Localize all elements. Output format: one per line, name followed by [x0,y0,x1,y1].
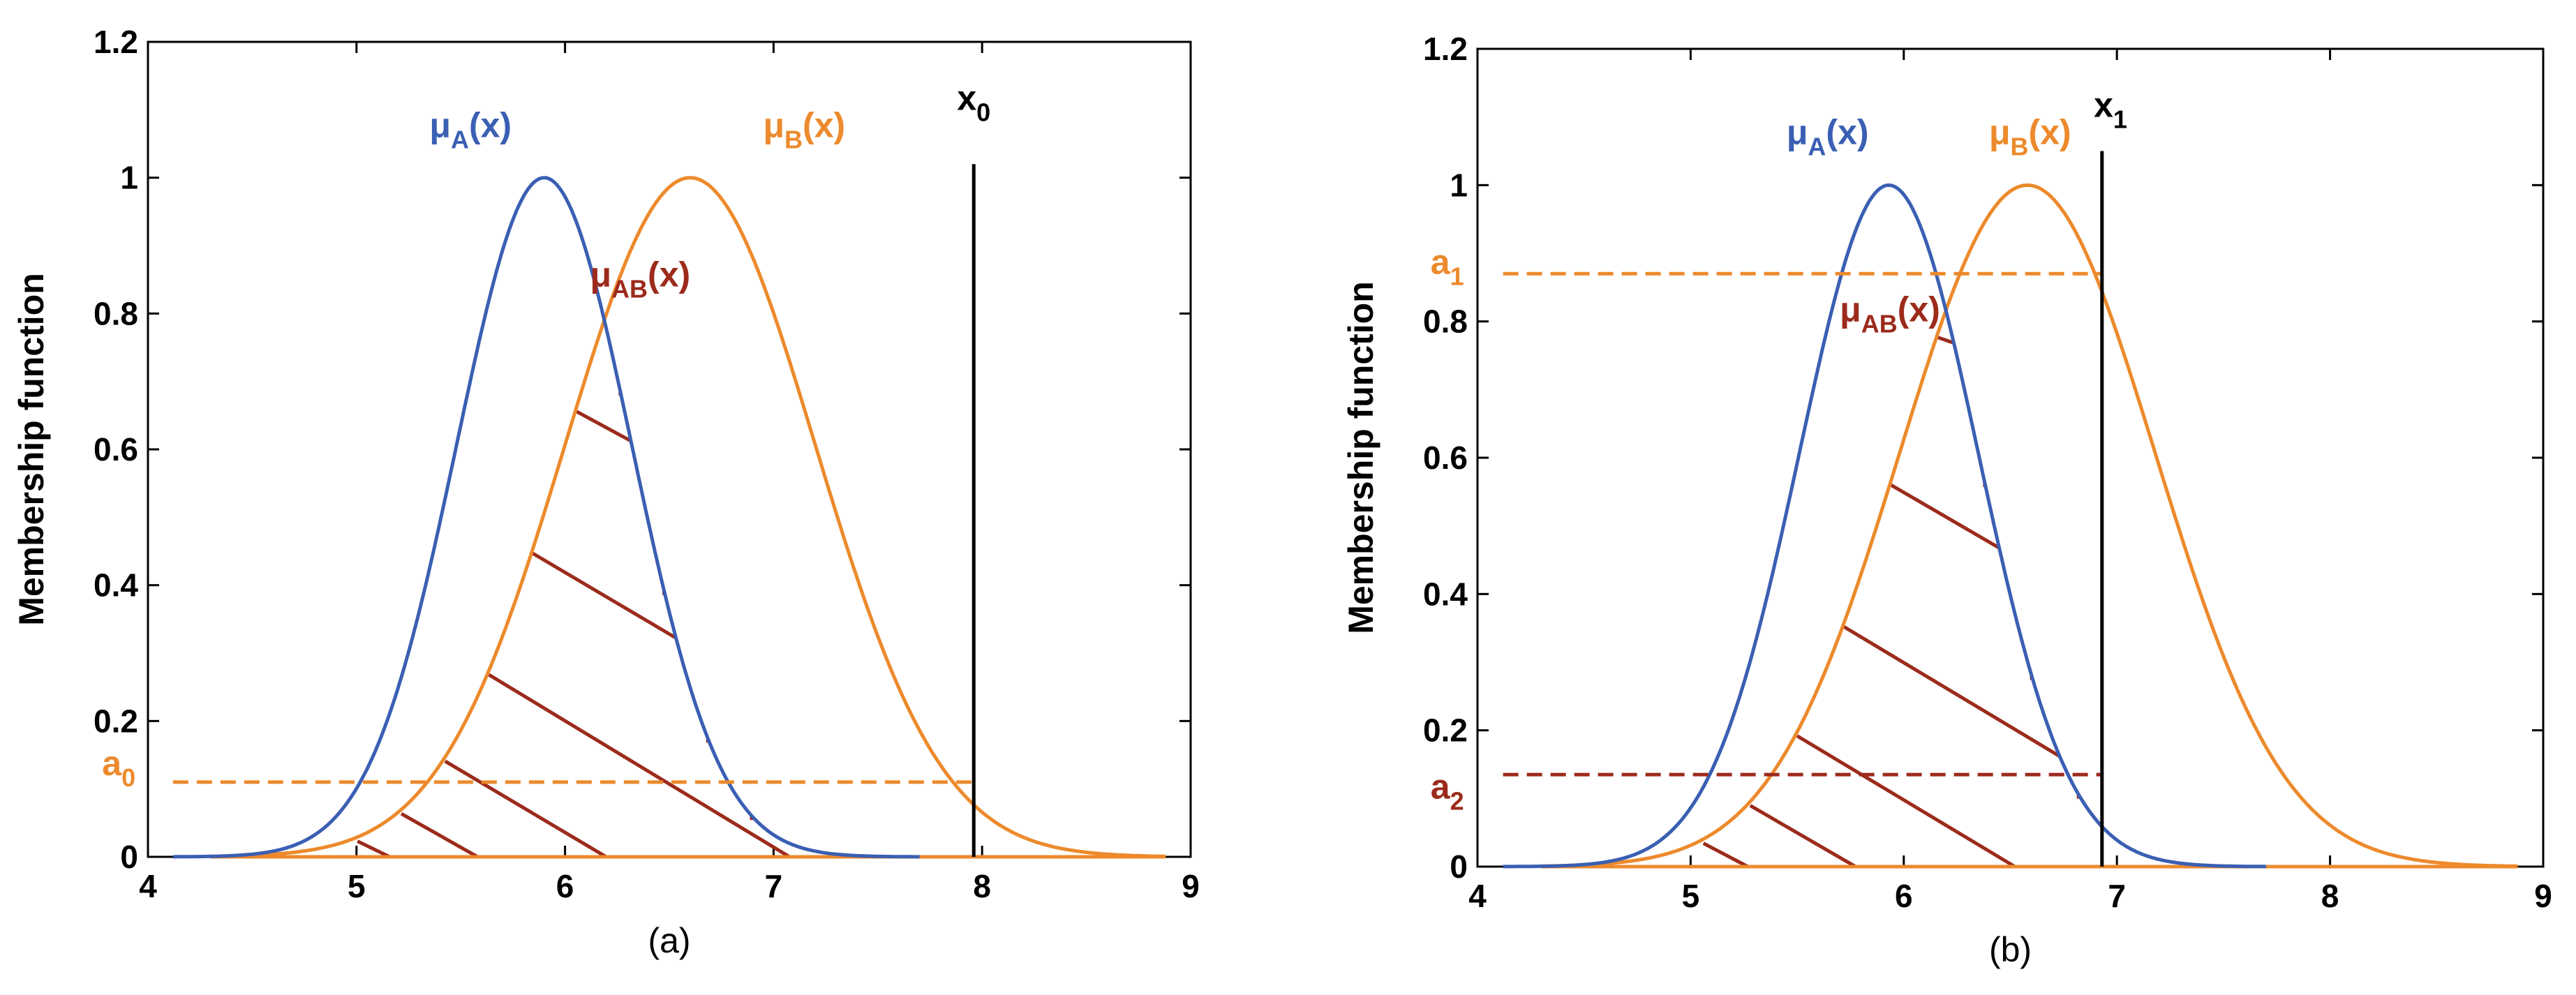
hatch-line [357,839,390,858]
label-level2-sub: 2 [1450,786,1464,815]
label-muAB-main: μ [1840,290,1861,329]
y-tick-label: 1.2 [1423,31,1468,67]
plot-frame [147,40,1192,858]
y-tick-label: 0.8 [1423,304,1468,340]
panel-caption: (a) [648,921,690,960]
y-tick-label: 0 [120,839,138,875]
y-tick-label: 0 [1450,848,1468,885]
y-tick-label: 0.6 [1423,440,1468,476]
hatch-line [1796,734,2016,868]
x-tick-label: 4 [139,868,157,904]
panel-b: 4 5 6 7 8 9 0 0.2 0.4 0.6 0.8 1 1.2 Membership functi… [1341,31,2552,969]
y-tick-label: 0.4 [1423,576,1468,612]
hatch-line [1890,483,2000,550]
x-tick-label: 7 [765,868,783,904]
y-axis-label: Membership function [1341,281,1380,634]
y-tick-label: 0.2 [94,703,138,739]
label-muB-main: μ [763,105,784,144]
label-xvar-main: x [2094,86,2113,125]
label-muAB-tail: (x) [648,255,690,294]
label-level1-sub: 1 [1450,262,1464,290]
label-muB-tail: (x) [803,105,845,144]
label-muA-tail: (x) [469,105,512,144]
label-level: a0 [102,744,135,792]
label-muAB-sub: AB [611,274,648,303]
y-tick-label: 1.2 [94,24,138,60]
label-muAB-sub: AB [1861,310,1898,338]
y-tick-label: 1 [1450,167,1468,203]
label-muA-main: μ [429,105,451,144]
label-muAB: μAB(x) [590,255,690,303]
label-muA-sub: A [451,125,469,154]
x-tick-label: 4 [1468,878,1487,914]
label-muB-sub: B [2011,133,2029,161]
label-xvar-sub: 0 [976,98,990,126]
hatch-line [400,812,479,858]
label-xvar-sub: 1 [2113,105,2127,134]
label-xvar-main: x [957,78,976,117]
x-tick-label: 9 [1182,868,1200,904]
label-level-main: a [102,744,122,783]
label-muAB-main: μ [590,255,611,294]
hatch-line [1937,336,1954,345]
label-muAB-tail: (x) [1898,290,1940,329]
hatch-line [1749,804,1856,868]
label-muA: μA(x) [1787,113,1869,161]
y-tick-label: 1 [120,160,138,196]
x-tick-label: 5 [1682,878,1700,914]
label-level1-main: a [1431,242,1451,281]
label-muB-sub: B [784,125,803,154]
hatch-line [488,673,790,858]
label-muB: μB(x) [763,105,845,154]
label-muAB: μAB(x) [1840,290,1940,338]
intersection-hatch [357,391,790,858]
panel-a: 4 5 6 7 8 9 0 0.2 0.4 0.6 0.8 1 1.2 Membership functi… [12,24,1200,960]
y-tick-label: 0.2 [1423,712,1468,749]
label-muB: μB(x) [1989,113,2071,161]
hatch-line [444,759,607,858]
hatch-line [1843,625,2060,758]
intersection-hatch [1702,336,2080,868]
label-level2: a2 [1431,767,1464,815]
panel-caption: (b) [1989,930,2032,969]
curve-mu-b [210,176,1166,858]
plot-frame [1476,47,2545,868]
label-xvar: x0 [957,78,990,126]
label-muB-main: μ [1989,113,2011,152]
x-tick-label: 9 [2534,878,2552,914]
x-tick-label: 6 [1895,878,1913,914]
label-muA: μA(x) [429,105,512,154]
label-level1: a1 [1431,242,1464,290]
x-tick-label: 7 [2108,878,2126,914]
label-muA-tail: (x) [1826,113,1868,152]
x-tick-label: 8 [2321,878,2339,914]
x-tick-label: 8 [973,868,991,904]
y-tick-label: 0.6 [94,431,138,467]
hatch-line [1702,841,1748,868]
label-muA-sub: A [1808,133,1826,161]
y-axis-label: Membership function [12,273,51,626]
hatch-line [532,551,677,640]
label-muB-tail: (x) [2029,113,2071,152]
label-xvar: x1 [2094,86,2127,134]
curve-mu-a [1503,183,2267,869]
x-tick-label: 6 [556,868,574,904]
y-tick-label: 0.4 [94,567,138,604]
x-tick-label: 5 [348,868,366,904]
label-level2-main: a [1431,767,1451,806]
curve-mu-b [1541,183,2518,868]
hatch-line [575,410,632,442]
label-muA-main: μ [1787,113,1808,152]
y-tick-label: 0.8 [94,295,138,331]
curve-mu-a [172,176,920,859]
label-level-sub: 0 [121,763,135,792]
